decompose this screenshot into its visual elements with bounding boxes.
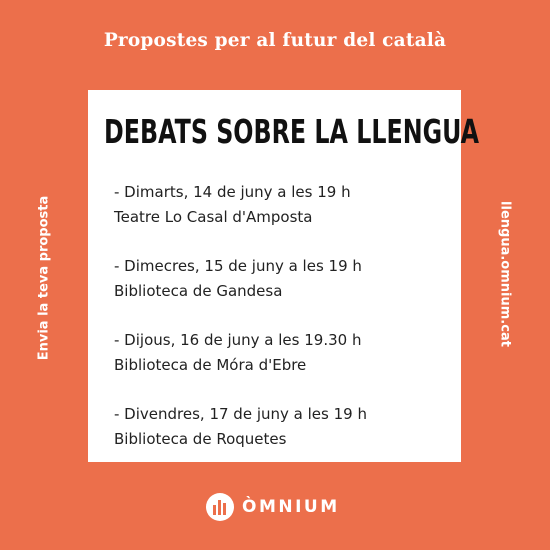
send-proposal-text: Envia la teva proposta [36, 195, 52, 361]
event-venue: Biblioteca de Móra d'Ebre [114, 356, 307, 374]
event-item: - Dimecres, 15 de juny a les 19 h Biblio… [114, 254, 454, 304]
website-url: llengua.omnium.cat [497, 201, 513, 347]
omnium-logo: ÒMNIUM [206, 492, 340, 522]
event-date: - Divendres, 17 de juny a les 19 h [114, 405, 367, 423]
card-headline: DEBATS SOBRE LA LLENGUA [104, 112, 480, 151]
event-venue: Biblioteca de Roquetes [114, 430, 287, 448]
events-list: - Dimarts, 14 de juny a les 19 h Teatre … [114, 180, 454, 476]
event-item: - Divendres, 17 de juny a les 19 h Bibli… [114, 402, 454, 452]
event-venue: Biblioteca de Gandesa [114, 282, 283, 300]
brand-name: ÒMNIUM [242, 497, 340, 517]
event-item: - Dijous, 16 de juny a les 19.30 h Bibli… [114, 328, 454, 378]
event-venue: Teatre Lo Casal d'Amposta [114, 208, 313, 226]
omnium-logo-icon [206, 493, 234, 521]
event-date: - Dimecres, 15 de juny a les 19 h [114, 257, 362, 275]
event-date: - Dijous, 16 de juny a les 19.30 h [114, 331, 362, 349]
events-card: DEBATS SOBRE LA LLENGUA - Dimarts, 14 de… [88, 90, 480, 462]
event-date: - Dimarts, 14 de juny a les 19 h [114, 183, 351, 201]
page-title: Propostes per al futur del català [103, 30, 447, 51]
event-item: - Dimarts, 14 de juny a les 19 h Teatre … [114, 180, 454, 230]
